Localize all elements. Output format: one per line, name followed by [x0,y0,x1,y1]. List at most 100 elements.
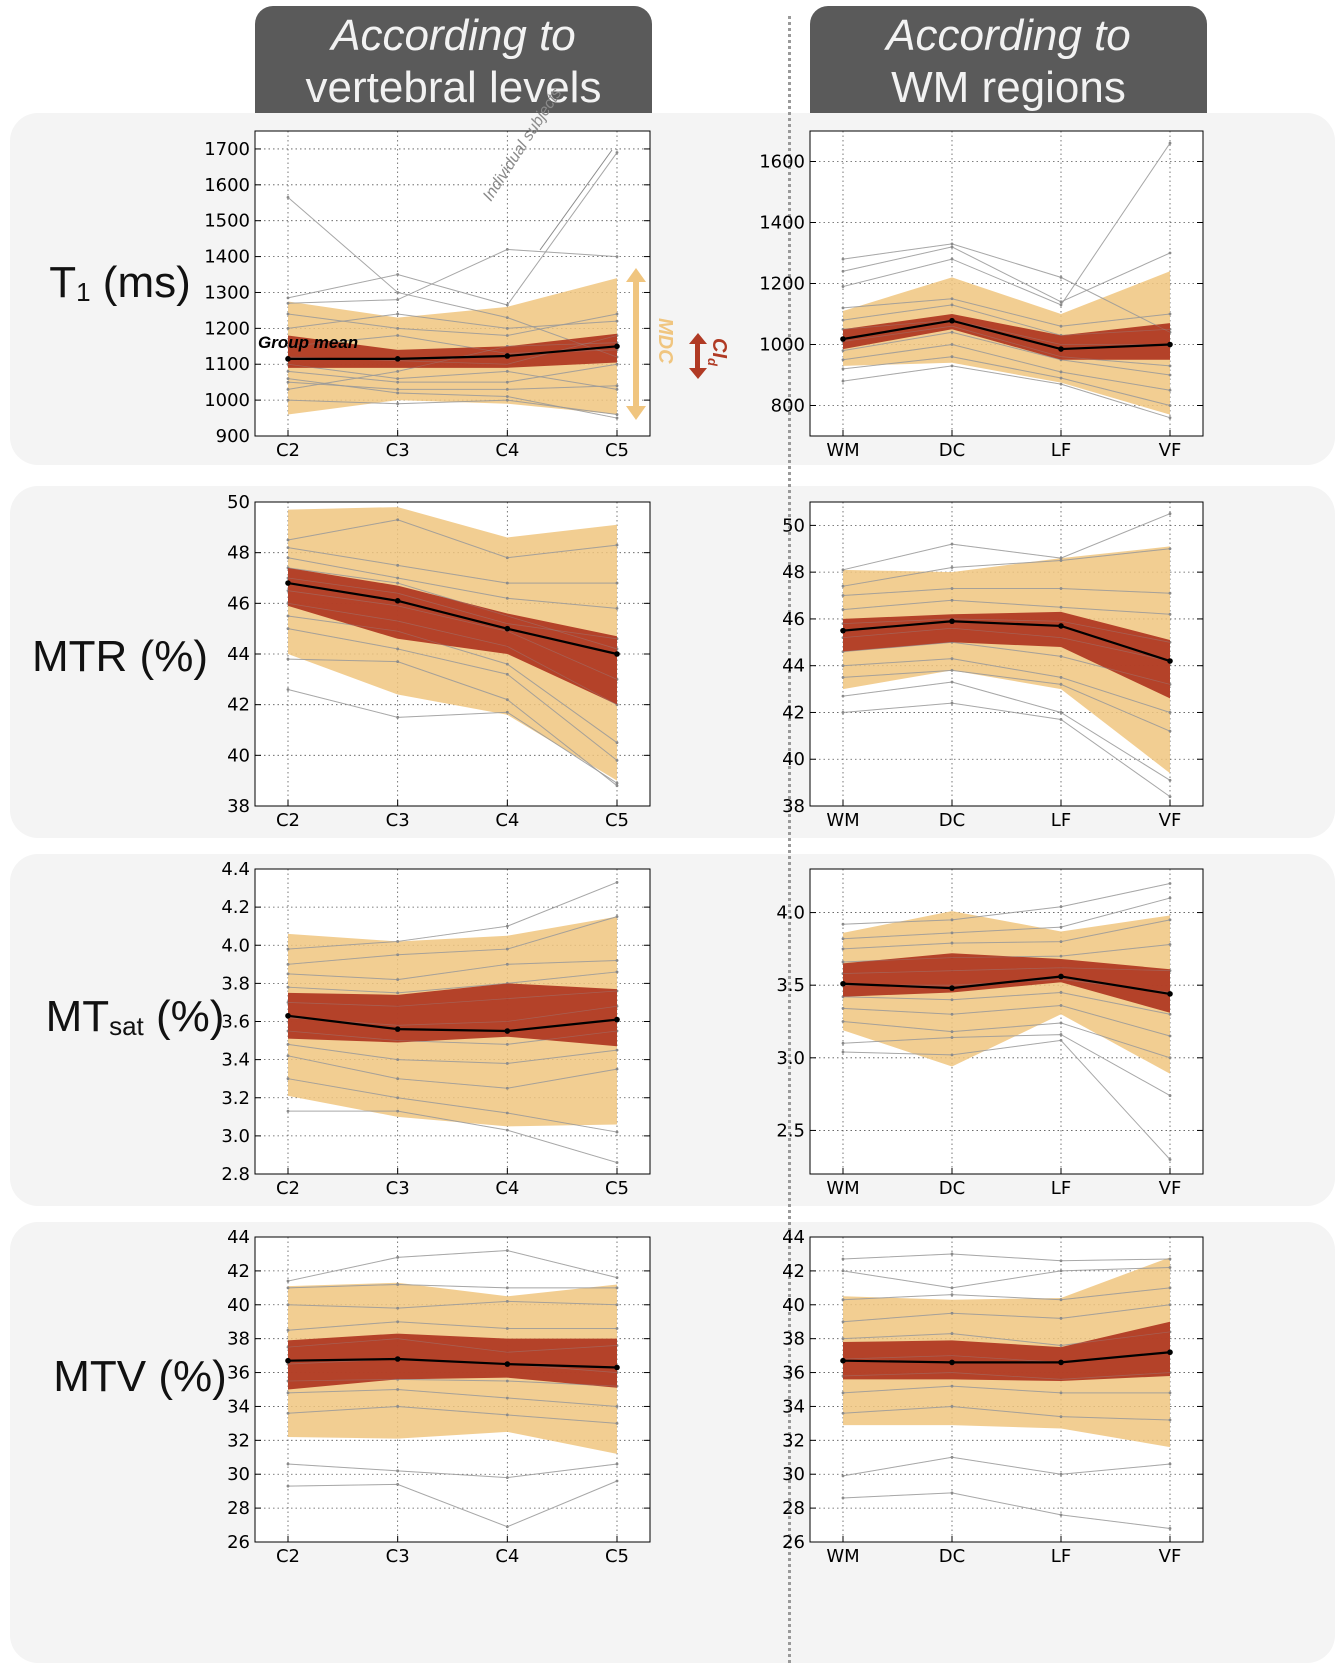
subject-line [287,313,618,329]
subject-line-overlay [842,627,1171,662]
subject-point [615,319,619,323]
chart-mtsat-wm: 2.5 3.0 3.5 4.0 WM DC LF VF [776,868,1204,1199]
y-tick-label: 4.4 [221,859,250,880]
subject-line [287,547,617,584]
subject-point [286,1109,290,1113]
mean-point [840,980,846,987]
subject-point [950,680,954,684]
subject-line-overlay [842,1005,1171,1037]
mean-point [1058,1359,1064,1366]
subject-line-overlay [842,1021,1171,1059]
subject-point [841,1007,845,1010]
subject-line [288,1110,618,1164]
x-tick-label: C3 [386,1178,410,1199]
x-tick-label: VF [1159,810,1182,831]
subject-point [1059,711,1063,714]
subject-point [1059,940,1063,944]
annotation-ci: CId [705,338,730,366]
subject-point [505,1111,509,1115]
subject-point [615,1479,619,1483]
subject-point [396,581,400,585]
subject-line-overlay [842,246,1171,303]
x-tick-label: C3 [386,1546,410,1567]
y-tick-label: 1300 [204,282,250,303]
subject-line [287,1283,617,1289]
subject-line-overlay [287,577,618,640]
plot-frame [254,1236,651,1543]
y-tick-label: 3.8 [221,973,250,994]
subject-point [505,1413,509,1417]
subject-line [842,142,1171,306]
subject-line [842,991,1171,1015]
ci-arrow-icon [689,333,707,379]
mdc-band [843,911,1170,1074]
subject-point [505,596,509,600]
mean-point [504,353,511,359]
mdc-band [843,546,1170,774]
subject-point [1168,711,1172,714]
mean-point [614,651,620,657]
subject-point [1168,388,1172,392]
mean-point [1058,346,1064,352]
x-tick-label: C5 [605,1546,629,1567]
y-tick-label: 1400 [759,213,805,234]
subject-point [950,297,954,301]
x-tick-label: C2 [276,810,300,831]
subject-point [950,1293,954,1297]
subject-point [286,947,290,951]
x-tick-label: LF [1051,440,1071,461]
subject-line-overlay [842,298,1171,327]
subject-line [842,298,1171,327]
subject-point [286,296,290,300]
subject-point [1059,1316,1063,1320]
subject-line-overlay [287,1078,618,1133]
subject-point [615,384,619,388]
subject-point [950,257,954,261]
column-divider [788,16,791,1663]
x-tick-label: DC [939,1546,965,1567]
ci-band [288,983,617,1047]
subject-point [505,1042,509,1046]
subject-line-overlay [287,1321,617,1331]
subject-point [1168,591,1172,595]
subject-point [1168,1056,1172,1060]
subject-point [286,985,290,989]
subject-line-overlay [842,967,1171,974]
subject-line-overlay [287,378,618,419]
subject-point [1168,1527,1172,1530]
subject-line-overlay [288,1110,618,1163]
mean-point [285,356,291,362]
subject-line-overlay [842,919,1171,950]
subject-point [1059,675,1063,679]
subject-point [396,298,400,302]
subject-point [396,978,400,981]
subject-line [842,548,1171,587]
mean-point [840,1357,846,1364]
subject-point [396,273,400,276]
subject-point [841,694,845,698]
mean-line [287,1357,618,1369]
subject-point [615,362,619,366]
subject-point [505,1327,509,1330]
y-tick-label: 1600 [759,152,805,173]
subject-point [841,1298,845,1302]
y-tick-label: 40 [782,749,805,770]
mean-point [285,580,291,586]
subject-point [950,701,954,705]
subject-point [505,316,509,319]
subject-point [1168,795,1172,799]
x-tick-label: VF [1159,1178,1182,1199]
subject-point [286,1054,290,1058]
subject-line-overlay [287,1300,618,1309]
y-tick-label: 38 [782,1329,805,1350]
subject-point [1059,905,1063,909]
subject-point [1168,1266,1172,1269]
subject-point [505,1299,509,1303]
subject-line [287,378,618,419]
chart-mtv-vertebral: 26 28 30 32 34 36 38 40 42 44 C2 C3 C4 C5 [227,1227,651,1567]
x-tick-label: LF [1051,1546,1071,1567]
subject-point [286,387,290,391]
subject-point [841,608,845,611]
subject-point [505,710,509,714]
subject-line-overlay [842,1372,1171,1380]
